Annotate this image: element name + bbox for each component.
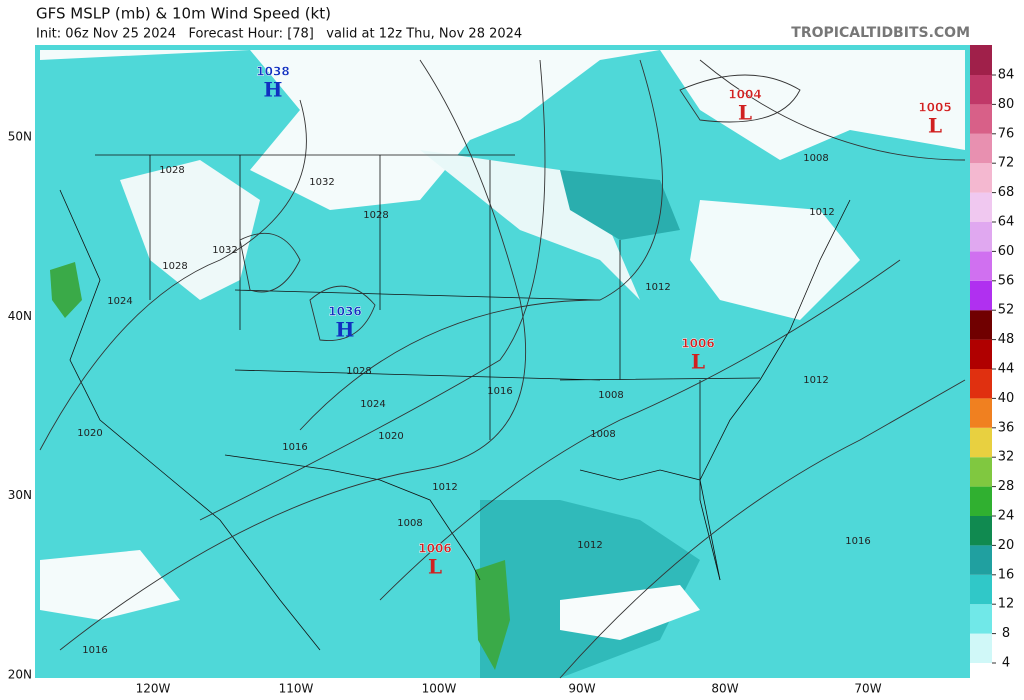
colorbar-label: 24 [998, 509, 1015, 524]
colorbar-segment [970, 310, 992, 340]
colorbar-segment [970, 45, 992, 75]
colorbar-label: 44 [998, 362, 1015, 377]
longitude-label: 70W [854, 682, 881, 696]
colorbar-label: 12 [998, 597, 1015, 612]
center-symbol: L [428, 555, 442, 579]
colorbar-segment [970, 663, 992, 678]
isobar-label: 1016 [82, 645, 107, 656]
colorbar-label: 32 [998, 450, 1015, 465]
isobar-label: 1012 [803, 375, 828, 386]
longitude-label: 120W [136, 682, 171, 696]
latitude-label: 40N [8, 309, 32, 323]
colorbar-label: 16 [998, 567, 1015, 582]
isobar-label: 1020 [77, 428, 102, 439]
colorbar-label: 52 [998, 303, 1015, 318]
isobar-label: 1028 [159, 165, 184, 176]
isobar-label: 1008 [590, 429, 615, 440]
colorbar-segment [970, 457, 992, 487]
colorbar-segment [970, 280, 992, 311]
center-symbol: L [738, 101, 752, 125]
credit: TROPICALTIDBITS.COM [791, 25, 970, 41]
isobar-label: 1008 [803, 153, 828, 164]
longitude-label: 80W [711, 682, 738, 696]
colorbar-segment [970, 633, 992, 663]
colorbar-segment [970, 574, 992, 605]
longitude-label: 100W [422, 682, 457, 696]
title: GFS MSLP (mb) & 10m Wind Speed (kt) [36, 5, 331, 23]
isobar-label: 1028 [363, 210, 388, 221]
isobar-label: 1020 [378, 431, 403, 442]
isobar-label: 1016 [282, 442, 307, 453]
isobar-label: 1016 [487, 386, 512, 397]
latitude-label: 30N [8, 488, 32, 502]
colorbar-label: 20 [998, 538, 1015, 553]
latitude-label: 50N [8, 130, 32, 144]
center-value: 1004 [728, 88, 761, 102]
colorbar-label: 56 [998, 273, 1015, 288]
center-value: 1006 [418, 542, 451, 556]
colorbar-segment [970, 163, 992, 193]
colorbar-label: 4 [1002, 656, 1010, 671]
colorbar-segment [970, 398, 992, 428]
colorbar-segment [970, 369, 992, 399]
latitude-label: 20N [8, 667, 32, 681]
longitude-label: 90W [568, 682, 595, 696]
isobar-label: 1032 [309, 177, 334, 188]
longitude-label: 110W [279, 682, 314, 696]
colorbar-label: 28 [998, 479, 1015, 494]
colorbar-segment [970, 545, 992, 575]
isobar-label: 1028 [346, 366, 371, 377]
colorbar-segment [970, 192, 992, 222]
colorbar-label: 80 [998, 97, 1015, 112]
isobar-label: 1032 [212, 245, 237, 256]
isobar-label: 1016 [845, 536, 870, 547]
colorbar-segment [970, 104, 992, 134]
subtitle: Init: 06z Nov 25 2024 Forecast Hour: [78… [36, 27, 522, 42]
colorbar-label: 64 [998, 215, 1015, 230]
center-value: 1038 [256, 65, 289, 79]
colorbar-segment [970, 427, 992, 458]
colorbar-segment [970, 251, 992, 281]
colorbar-label: 68 [998, 185, 1015, 200]
colorbar-label: 48 [998, 332, 1015, 347]
isobar-label: 1012 [809, 207, 834, 218]
colorbar-label: 72 [998, 156, 1015, 171]
isobar-label: 1012 [577, 540, 602, 551]
colorbar-label: 8 [1002, 626, 1010, 641]
isobar-label: 1012 [645, 282, 670, 293]
isobar-label: 1008 [598, 390, 623, 401]
colorbar-segment [970, 75, 992, 105]
center-symbol: H [336, 318, 355, 342]
center-symbol: L [928, 114, 942, 138]
center-value: 1006 [681, 337, 714, 351]
colorbar-segment [970, 604, 992, 634]
isobar-label: 1012 [432, 482, 457, 493]
center-value: 1005 [918, 101, 951, 115]
isobar-label: 1024 [107, 296, 132, 307]
colorbar-label: 60 [998, 244, 1015, 259]
colorbar-label: 36 [998, 420, 1015, 435]
center-symbol: L [691, 350, 705, 374]
map-area [35, 45, 970, 679]
isobar-label: 1024 [360, 399, 385, 410]
colorbar-label: 84 [998, 68, 1015, 83]
center-value: 1036 [328, 305, 361, 319]
center-symbol: H [264, 78, 283, 102]
isobar-label: 1028 [162, 261, 187, 272]
colorbar-label: 40 [998, 391, 1015, 406]
colorbar-segment [970, 339, 992, 369]
isobar-label: 1008 [397, 518, 422, 529]
colorbar-segment [970, 486, 992, 516]
colorbar-segment [970, 222, 992, 252]
colorbar-segment [970, 133, 992, 164]
colorbar-label: 76 [998, 126, 1015, 141]
colorbar-segment [970, 516, 992, 546]
